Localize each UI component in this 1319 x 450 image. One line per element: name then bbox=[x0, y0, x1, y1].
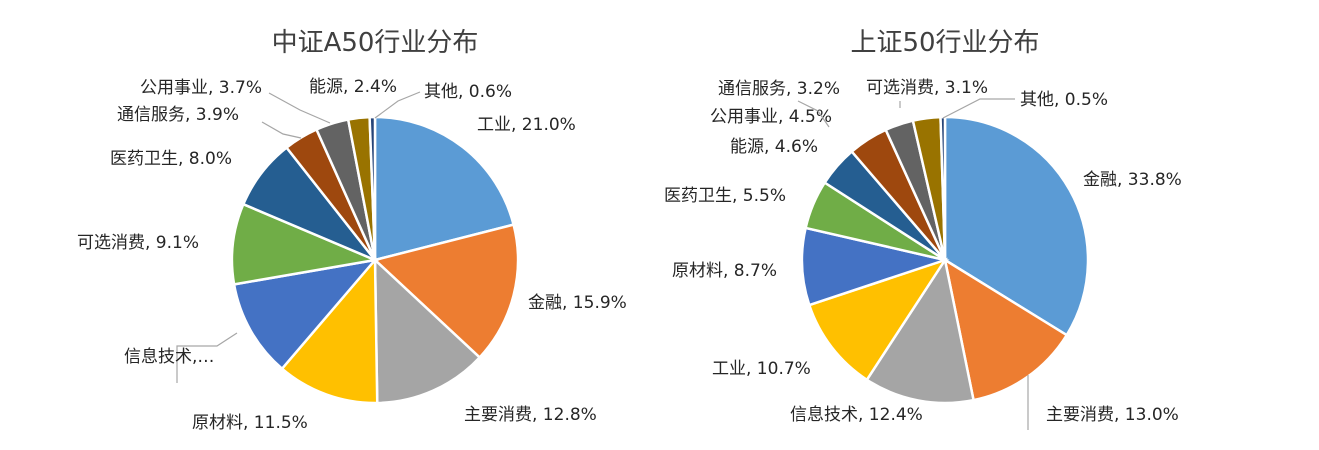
data-label: 工业, 10.7% bbox=[712, 359, 811, 379]
pie-slice bbox=[373, 115, 516, 262]
leader-line bbox=[942, 98, 1015, 119]
data-label: 通信服务, 3.9% bbox=[117, 105, 239, 125]
pie-chart-csi-a50-svg: 中证A50行业分布 工业, 21.0% 金融, 15.9% 主要消费, 12.8% 原… bbox=[77, 28, 627, 433]
pie-slice bbox=[807, 257, 949, 382]
pie-slice bbox=[230, 202, 380, 286]
chart-title: 上证50行业分布 bbox=[850, 28, 1039, 58]
data-label: 医药卫生, 8.0% bbox=[110, 149, 232, 169]
data-label: 公用事业, 4.5% bbox=[710, 107, 832, 127]
pie-chart-csi-a50: 中证A50行业分布 工业, 21.0% 金融, 15.9% 主要消费, 12.8% 原… bbox=[77, 28, 627, 433]
data-label: 信息技术,… bbox=[124, 347, 214, 367]
pie-slice bbox=[280, 256, 379, 405]
pie-slice bbox=[232, 258, 379, 371]
data-label: 可选消费, 9.1% bbox=[77, 233, 199, 253]
pie-slice bbox=[943, 257, 1069, 402]
pie-slice bbox=[943, 115, 1090, 337]
pie-slice bbox=[373, 257, 482, 405]
leader-line bbox=[176, 332, 238, 383]
leader-line bbox=[261, 121, 302, 139]
data-label: 可选消费, 3.1% bbox=[866, 78, 988, 98]
pie-slice bbox=[372, 223, 520, 360]
data-label: 主要消费, 13.0% bbox=[1046, 405, 1179, 425]
data-label: 信息技术, 12.4% bbox=[790, 405, 923, 425]
data-label: 通信服务, 3.2% bbox=[718, 79, 840, 99]
data-label: 其他, 0.6% bbox=[424, 82, 512, 102]
leader-line bbox=[268, 92, 331, 124]
data-label: 主要消费, 12.8% bbox=[464, 405, 597, 425]
data-label: 其他, 0.5% bbox=[1020, 90, 1108, 110]
data-label: 金融, 15.9% bbox=[528, 293, 627, 313]
data-label: 工业, 21.0% bbox=[477, 115, 576, 135]
pie-chart-sse-50: 上证50行业分布 金融, 33.8% 主要消费, 13.0% 信息技术, 12.4%… bbox=[660, 0, 1319, 450]
pie-slice bbox=[368, 115, 377, 261]
data-label: 公用事业, 3.7% bbox=[140, 78, 262, 98]
data-label: 能源, 4.6% bbox=[730, 137, 818, 157]
leader-line bbox=[797, 100, 830, 128]
data-label: 原材料, 8.7% bbox=[672, 261, 777, 281]
pie-slice bbox=[865, 256, 976, 405]
chart-title: 中证A50行业分布 bbox=[272, 28, 479, 58]
data-label: 医药卫生, 5.5% bbox=[664, 186, 786, 206]
data-label: 金融, 33.8% bbox=[1083, 170, 1182, 190]
leader-line bbox=[374, 91, 421, 119]
pie-chart-sse-50-svg: 上证50行业分布 金融, 33.8% 主要消费, 13.0% 信息技术, 12.4%… bbox=[664, 28, 1182, 430]
data-label: 能源, 2.4% bbox=[309, 77, 397, 97]
data-label: 原材料, 11.5% bbox=[192, 413, 308, 433]
